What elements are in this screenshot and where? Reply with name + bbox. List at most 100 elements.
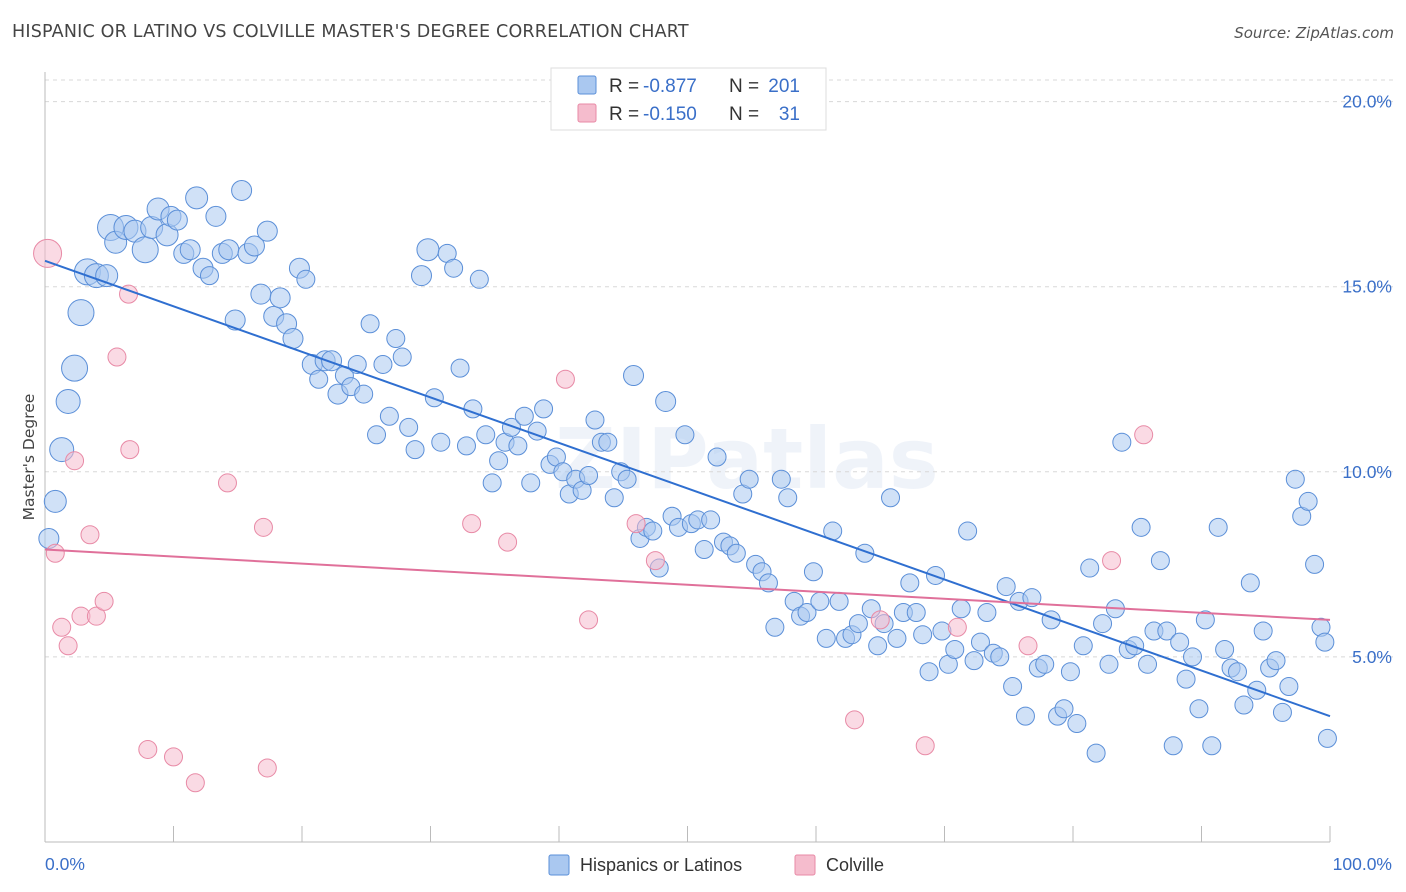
point-hispanic: [598, 432, 618, 452]
point-colville: [65, 451, 85, 471]
point-colville: [94, 591, 114, 611]
point-hispanic: [1157, 621, 1177, 641]
point-hispanic: [521, 473, 541, 493]
series-legend: Hispanics or Latinos Colville: [548, 854, 884, 876]
point-hispanic: [469, 269, 489, 289]
point-hispanic: [803, 562, 823, 582]
point-hispanic: [1131, 517, 1151, 537]
point-colville: [498, 532, 518, 552]
point-colville: [579, 610, 599, 630]
point-colville: [45, 543, 65, 563]
series-colville-points: [33, 238, 1154, 793]
stats-legend: R = -0.877 N = 201 R = -0.150 N = 31: [550, 67, 827, 131]
point-hispanic: [701, 510, 721, 530]
point-hispanic: [514, 406, 534, 426]
point-colville: [164, 747, 183, 767]
legend-swatch-blue: [577, 75, 597, 95]
point-hispanic: [1080, 558, 1100, 578]
point-hispanic: [1150, 551, 1170, 571]
point-hispanic: [951, 599, 971, 619]
point-hispanic: [444, 258, 464, 278]
point-hispanic: [1183, 647, 1203, 667]
point-hispanic: [919, 662, 939, 682]
point-hispanic: [386, 329, 406, 349]
point-hispanic: [1305, 554, 1325, 574]
point-hispanic: [43, 489, 67, 513]
point-hispanic: [623, 365, 645, 387]
point-hispanic: [1189, 699, 1209, 719]
point-colville: [58, 636, 78, 656]
point-hispanic: [881, 488, 901, 508]
point-hispanic: [604, 488, 624, 508]
point-colville: [915, 736, 935, 756]
point-colville: [645, 551, 665, 571]
axes: [44, 72, 1331, 843]
point-hispanic: [501, 417, 521, 437]
point-colville: [80, 525, 100, 545]
legend-n-value-2: 31: [779, 104, 800, 125]
point-hispanic: [829, 591, 849, 611]
point-hispanic: [131, 236, 159, 264]
point-hispanic: [579, 466, 599, 486]
point-hispanic: [707, 447, 727, 467]
y-tick-label: 10.0%: [1342, 462, 1392, 482]
point-colville: [138, 739, 158, 759]
x-tick-label: 0.0%: [45, 854, 85, 874]
point-hispanic: [1163, 736, 1183, 756]
point-colville: [33, 238, 63, 268]
point-hispanic: [643, 521, 663, 541]
point-hispanic: [269, 287, 291, 309]
point-hispanic: [1227, 662, 1247, 682]
point-hispanic: [476, 425, 496, 445]
point-hispanic: [296, 269, 316, 289]
source-label: Source: ZipAtlas.com: [1234, 24, 1394, 42]
point-hispanic: [778, 488, 798, 508]
point-hispanic: [1298, 491, 1318, 511]
point-hispanic: [1279, 677, 1299, 697]
point-hispanic: [1073, 636, 1093, 656]
point-hispanic: [1060, 662, 1080, 682]
point-hispanic: [218, 239, 240, 261]
point-hispanic: [309, 369, 329, 389]
point-hispanic: [958, 521, 978, 541]
point-hispanic: [1015, 706, 1035, 726]
point-colville: [462, 514, 482, 534]
point-hispanic: [508, 436, 528, 456]
point-colville: [217, 473, 237, 493]
point-hispanic: [758, 573, 778, 593]
point-colville: [120, 440, 140, 460]
legend-n-label-1: N =: [729, 76, 759, 97]
y-tick-labels: 5.0% 10.0% 15.0% 20.0%: [1342, 92, 1392, 667]
point-hispanic: [321, 350, 343, 372]
point-hispanic: [482, 473, 502, 493]
point-hispanic: [970, 632, 990, 652]
trend-lines: [44, 259, 1331, 718]
point-hispanic: [1266, 651, 1286, 671]
point-hispanic: [739, 469, 759, 489]
series-hispanics-points: [38, 179, 1337, 763]
trend-line-hispanic: [44, 259, 1331, 718]
point-hispanic: [399, 417, 419, 437]
y-tick-label: 5.0%: [1352, 647, 1392, 667]
point-hispanic: [67, 299, 95, 327]
point-hispanic: [797, 602, 817, 622]
y-tick-label: 15.0%: [1342, 277, 1392, 297]
point-hispanic: [250, 283, 272, 305]
point-colville: [86, 606, 106, 626]
point-hispanic: [945, 640, 965, 659]
point-hispanic: [810, 591, 830, 611]
series-legend-label-pink: Colville: [826, 855, 884, 875]
point-hispanic: [675, 425, 695, 445]
point-hispanic: [205, 205, 227, 227]
point-colville: [253, 517, 273, 537]
point-hispanic: [61, 354, 89, 382]
point-hispanic: [1195, 610, 1215, 630]
point-hispanic: [185, 186, 209, 210]
point-hispanic: [906, 602, 926, 622]
point-hispanic: [224, 309, 246, 331]
point-hispanic: [1215, 640, 1235, 659]
point-colville: [52, 617, 72, 637]
point-hispanic: [1176, 669, 1196, 689]
point-hispanic: [1253, 621, 1273, 641]
